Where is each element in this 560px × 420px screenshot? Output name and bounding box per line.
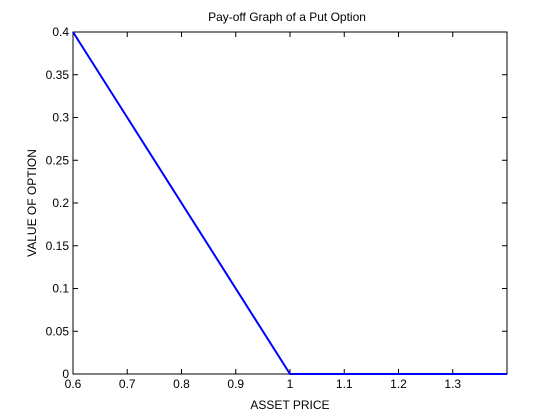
y-tick-label: 0.1 (52, 282, 69, 296)
y-tick-label: 0.2 (52, 196, 69, 210)
y-tick-label: 0.4 (52, 25, 69, 39)
plot-area (72, 31, 508, 375)
chart-title: Pay-off Graph of a Put Option (208, 10, 366, 24)
y-tick-label: 0.25 (46, 153, 70, 167)
y-axis-ticks: 0 0.05 0.1 0.15 0.2 0.25 0.3 0.35 0.4 (46, 25, 507, 381)
y-axis-label: VALUE OF OPTION (25, 149, 39, 257)
y-tick-label: 0.3 (52, 111, 69, 125)
series-layer (72, 31, 507, 375)
x-tick-label: 1.1 (336, 377, 353, 391)
y-tick-label: 0 (62, 367, 69, 381)
payoff-line (72, 31, 507, 375)
x-tick-label: 0.9 (227, 377, 244, 391)
x-axis-label: ASSET PRICE (250, 398, 329, 412)
x-tick-label: 0.6 (65, 377, 82, 391)
x-tick-label: 0.7 (119, 377, 136, 391)
x-tick-label: 1.2 (390, 377, 407, 391)
y-tick-label: 0.05 (46, 324, 70, 338)
x-tick-label: 0.8 (173, 377, 190, 391)
y-tick-label: 0.15 (46, 239, 70, 253)
x-axis-ticks: 0.6 0.7 0.8 0.9 1 1.1 1.2 1.3 (65, 32, 461, 391)
y-tick-label: 0.35 (46, 68, 70, 82)
x-tick-label: 1 (287, 377, 294, 391)
x-tick-label: 1.3 (444, 377, 461, 391)
